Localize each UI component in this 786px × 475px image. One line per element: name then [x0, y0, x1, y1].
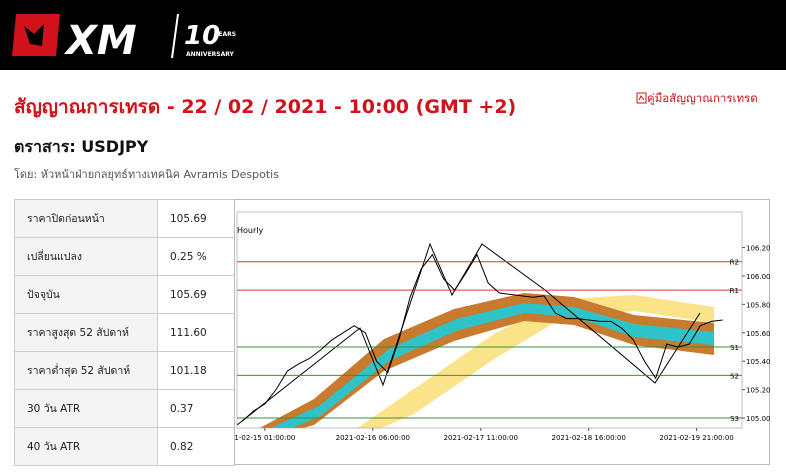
badge-anniversary: ANNIVERSARY: [186, 51, 235, 58]
logo-divider: [171, 13, 179, 59]
value-cell: 111.60: [157, 313, 235, 352]
table-row: ราคาปิดก่อนหน้า 105.69: [14, 199, 235, 238]
value-cell: 0.37: [157, 389, 235, 428]
value-cell: 105.69: [157, 275, 235, 314]
level-label: S2: [730, 372, 739, 380]
label-cell: เปลี่ยนแปลง: [14, 237, 158, 276]
table-row: 40 วัน ATR 0.82: [14, 427, 235, 466]
chart-title: Hourly: [237, 226, 263, 235]
y-tick-label: 105.60: [746, 330, 770, 338]
value-cell: 0.82: [157, 427, 235, 466]
table-row: ปัจจุบัน 105.69: [14, 275, 235, 314]
guide-link[interactable]: คู่มือสัญญาณการเทรด: [636, 90, 758, 108]
value-cell: 105.69: [157, 199, 235, 238]
band-teal: [270, 303, 714, 428]
chart: Hourly 106.20 106.00 105.80 105.60 105.40 105…: [234, 199, 770, 465]
y-tick-label: 105.20: [746, 387, 770, 395]
logo: XM 10 YEARS ANNIVERSARY: [12, 13, 236, 64]
label-cell: 30 วัน ATR: [14, 389, 158, 428]
header: XM 10 YEARS ANNIVERSARY: [0, 0, 786, 70]
y-tick-label: 106.20: [746, 245, 770, 253]
page-title: สัญญาณการเทรด - 22 / 02 / 2021 - 10:00 (…: [14, 96, 517, 118]
y-tick-label: 106.00: [746, 273, 770, 281]
x-tick-label: 2021-02-17 11:00:00: [444, 434, 518, 442]
table-row: เปลี่ยนแปลง 0.25 %: [14, 237, 235, 276]
level-label: R2: [730, 259, 739, 267]
plot-frame: [236, 211, 743, 429]
level-label: S1: [730, 344, 739, 352]
x-tick-label: 2021-02-18 16:00:00: [551, 434, 625, 442]
label-cell: ปัจจุบัน: [14, 275, 158, 314]
label-cell: ราคาต่ำสุด 52 สัปดาห์: [14, 351, 158, 390]
table-row: 30 วัน ATR 0.37: [14, 389, 235, 428]
logo-text: XM: [63, 18, 137, 64]
badge-years: YEARS: [213, 31, 236, 38]
y-tick-label: 105.40: [746, 358, 770, 366]
guide-text[interactable]: คู่มือสัญญาณการเทรด: [647, 91, 758, 105]
table-row: ราคาสูงสุด 52 สัปดาห์ 111.60: [14, 313, 235, 352]
price-line: [242, 253, 723, 422]
stats-table: ราคาปิดก่อนหน้า 105.69 เปลี่ยนแปลง 0.25 % ปั…: [14, 199, 235, 466]
y-tick-label: 105.00: [746, 415, 770, 423]
table-row: ราคาต่ำสุด 52 สัปดาห์ 101.18: [14, 351, 235, 390]
band-orange: [259, 293, 714, 428]
badge-number: 10: [184, 21, 220, 51]
pdf-icon: [636, 92, 647, 104]
label-cell: ราคาสูงสุด 52 สัปดาห์: [14, 313, 158, 352]
value-cell: 101.18: [157, 351, 235, 390]
y-tick-label: 105.80: [746, 301, 770, 309]
logo-bull: [24, 24, 44, 46]
label-cell: ราคาปิดก่อนหน้า: [14, 199, 158, 238]
level-label: R1: [730, 287, 739, 295]
level-label: S3: [730, 415, 739, 423]
value-cell: 0.25 %: [157, 237, 235, 276]
label-cell: 40 วัน ATR: [14, 427, 158, 466]
x-tick-label: 2021-02-16 06:00:00: [336, 434, 410, 442]
author: โดย: หัวหน้าฝ่ายกลยุทธ์ทางเทคนิค Avramis…: [14, 168, 279, 181]
x-tick-label: 2021-02-19 21:00:00: [659, 434, 733, 442]
instrument: ตราสาร: USDJPY: [14, 137, 149, 156]
x-tick-label: 1-02-15 01:00:00: [234, 434, 295, 442]
